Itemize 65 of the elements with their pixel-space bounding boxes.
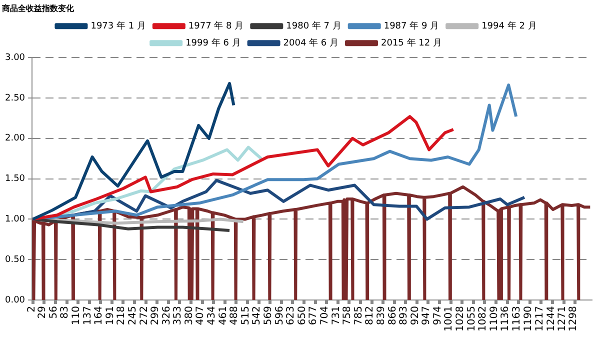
legend-label: 2004 年 6 月 [283, 37, 338, 48]
x-tick-label: 1082 [478, 306, 489, 332]
x-tick-label: 1055 [466, 306, 478, 332]
legend-label: 2015 年 12 月 [380, 37, 442, 48]
x-tick-label: 245 [127, 306, 138, 326]
x-tick-label: 866 [387, 306, 398, 326]
x-tick-label: 812 [364, 306, 376, 326]
x-tick-label: 353 [172, 306, 184, 326]
x-tick-label: 164 [94, 306, 105, 326]
x-tick-label: 1109 [488, 306, 500, 332]
x-tick-label: 1271 [557, 306, 568, 332]
chart-title: 商品全收益指数变化 [1, 2, 75, 13]
x-tick-label: 380 [184, 306, 195, 326]
x-tick-label: 83 [60, 306, 71, 319]
x-tick-label: 623 [286, 306, 297, 326]
x-tick-label: 731 [330, 306, 342, 326]
x-tick-label: 947 [421, 306, 432, 326]
x-tick-label: 434 [206, 306, 218, 326]
x-tick-label: 1136 [500, 306, 512, 332]
x-tick-label: 299 [150, 306, 162, 326]
x-tick-label: 272 [139, 306, 150, 326]
x-tick-label: 1244 [546, 306, 557, 332]
y-tick-label: 1.00 [4, 214, 26, 225]
x-tick-label: 677 [308, 306, 320, 326]
x-tick-label: 407 [195, 306, 206, 326]
x-tick-label: 461 [218, 306, 229, 326]
x-tick-label: 893 [398, 306, 410, 326]
y-tick-label: 0.50 [4, 254, 26, 265]
x-tick-label: 920 [410, 306, 421, 326]
x-tick-label: 326 [161, 306, 172, 326]
x-tick-label: 650 [296, 306, 308, 326]
x-tick-label: 515 [240, 306, 252, 326]
x-tick-label: 1163 [512, 306, 523, 332]
x-tick-label: 1028 [455, 306, 466, 332]
x-tick-label: 1001 [444, 306, 455, 332]
x-tick-label: 488 [229, 306, 240, 326]
x-tick-label: 137 [82, 306, 94, 326]
x-tick-label: 110 [70, 306, 82, 326]
x-tick-label: 2 [26, 306, 38, 312]
legend-label: 1977 年 8 月 [188, 20, 244, 32]
y-tick-label: 0.00 [4, 295, 26, 306]
x-tick-label: 569 [263, 306, 274, 326]
x-tick-label: 1190 [522, 306, 534, 332]
legend-label: 1980 年 7 月 [286, 20, 342, 32]
x-tick-label: 1298 [568, 306, 580, 332]
y-tick-label: 2.50 [4, 93, 26, 104]
x-tick-label: 596 [274, 306, 286, 326]
y-tick-label: 3.00 [4, 52, 26, 63]
x-tick-label: 218 [116, 306, 128, 326]
legend-label: 1994 年 2 月 [482, 20, 537, 32]
x-tick-label: 704 [319, 306, 330, 326]
legend-label: 1987 年 9 月 [384, 20, 440, 32]
x-tick-label: 758 [342, 306, 354, 326]
x-tick-label: 542 [252, 306, 263, 326]
y-tick-label: 2.00 [4, 134, 26, 144]
x-tick-label: 56 [48, 306, 60, 319]
x-tick-label: 1217 [534, 306, 546, 332]
legend-label: 1999 年 6 月 [186, 37, 241, 48]
x-tick-label: 191 [104, 306, 116, 326]
legend-label: 1973 年 1 月 [90, 20, 146, 32]
x-tick-label: 839 [376, 306, 387, 326]
x-tick-label: 29 [37, 306, 48, 319]
y-tick-label: 1.50 [4, 174, 26, 184]
x-tick-label: 974 [432, 306, 444, 326]
x-tick-label: 785 [353, 306, 364, 326]
